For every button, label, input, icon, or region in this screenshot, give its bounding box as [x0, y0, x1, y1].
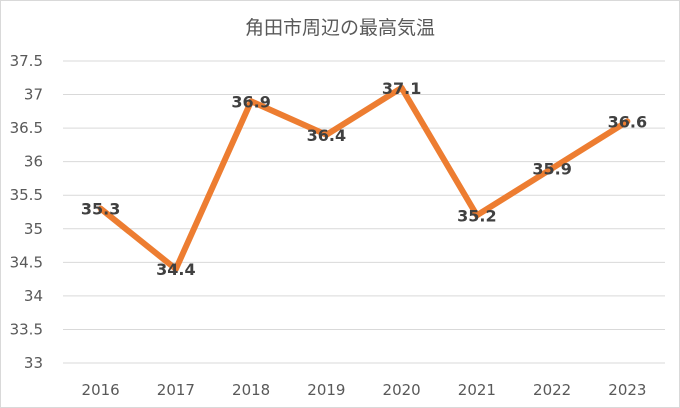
y-tick-label: 37.5 [10, 52, 43, 70]
x-tick-label: 2019 [307, 381, 345, 399]
y-tick-label: 36 [24, 153, 43, 171]
x-tick-label: 2020 [383, 381, 421, 399]
data-label: 36.9 [231, 92, 270, 111]
y-tick-label: 37 [24, 86, 43, 104]
y-tick-label: 35 [24, 220, 43, 238]
x-tick-label: 2018 [232, 381, 270, 399]
y-tick-label: 36.5 [10, 119, 43, 137]
x-tick-label: 2016 [82, 381, 120, 399]
y-tick-label: 34.5 [10, 253, 43, 271]
y-axis-ticks: 33 33.5 34 34.5 35 35.5 36 36.5 37 37.5 [10, 52, 43, 372]
x-axis-ticks: 2016 2017 2018 2019 2020 2021 2022 2023 [82, 381, 647, 399]
series-line [97, 84, 631, 273]
data-label: 36.4 [307, 126, 346, 145]
x-tick-label: 2022 [533, 381, 571, 399]
data-label: 37.1 [382, 79, 421, 98]
data-label: 34.4 [156, 260, 195, 279]
chart-title: 角田市周辺の最高気温 [244, 17, 435, 39]
y-tick-label: 35.5 [10, 186, 43, 204]
series-line-layer [97, 84, 631, 273]
data-labels: 35.3 34.4 36.9 36.4 37.1 35.2 35.9 36.6 [81, 79, 647, 279]
gridlines [63, 60, 665, 364]
x-tick-label: 2017 [157, 381, 195, 399]
y-tick-label: 33 [24, 354, 43, 372]
data-label: 35.9 [532, 159, 571, 178]
x-tick-label: 2023 [608, 381, 646, 399]
y-tick-label: 33.5 [10, 320, 43, 338]
data-label: 36.6 [608, 112, 647, 131]
data-label: 35.2 [457, 206, 496, 225]
y-tick-label: 34 [24, 287, 43, 305]
x-tick-label: 2021 [458, 381, 496, 399]
data-label: 35.3 [81, 200, 120, 219]
